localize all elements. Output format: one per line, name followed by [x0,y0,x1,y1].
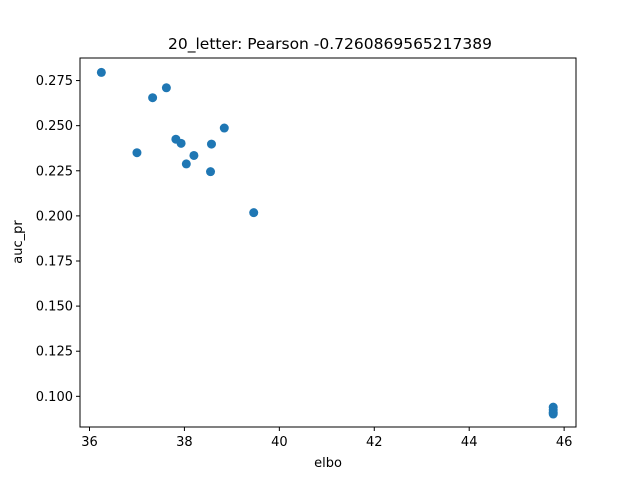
data-point-0 [96,67,106,77]
y-tick-label-0: 0.100 [36,390,73,405]
data-point-10 [219,123,229,133]
data-point-5 [176,138,186,148]
x-axis-ticks: 36 38 40 42 44 46 [81,427,572,450]
x-tick-label-5: 46 [556,435,573,450]
y-tick-label-1: 0.125 [36,345,73,360]
y-tick-label-5: 0.225 [36,164,73,179]
data-point-9 [206,139,216,149]
x-tick-label-2: 40 [271,435,288,450]
plot-frame [79,57,577,428]
y-tick-label-7: 0.275 [36,74,73,89]
y-axis-label: auc_pr [11,220,26,264]
y-tick-label-3: 0.175 [36,254,73,269]
points-layer [96,67,558,419]
data-point-2 [148,93,158,103]
x-axis-label: elbo [314,456,342,471]
data-point-3 [161,83,171,93]
data-point-6 [181,159,191,169]
data-point-7 [189,150,199,160]
x-tick-label-4: 44 [461,435,478,450]
y-axis-ticks: 0.100 0.125 0.150 0.175 0.200 0.225 0.250 0.275 [36,74,80,405]
x-tick-label-0: 36 [81,435,98,450]
data-point-1 [132,148,142,158]
y-tick-label-6: 0.250 [36,119,73,134]
x-tick-label-1: 38 [176,435,193,450]
y-tick-label-4: 0.200 [36,209,73,224]
x-tick-label-3: 42 [366,435,383,450]
data-point-8 [206,167,216,177]
data-point-11 [249,208,259,218]
data-point-15 [548,409,558,419]
y-tick-label-2: 0.150 [36,300,73,315]
chart-title: 20_letter: Pearson -0.7260869565217389 [168,35,492,54]
